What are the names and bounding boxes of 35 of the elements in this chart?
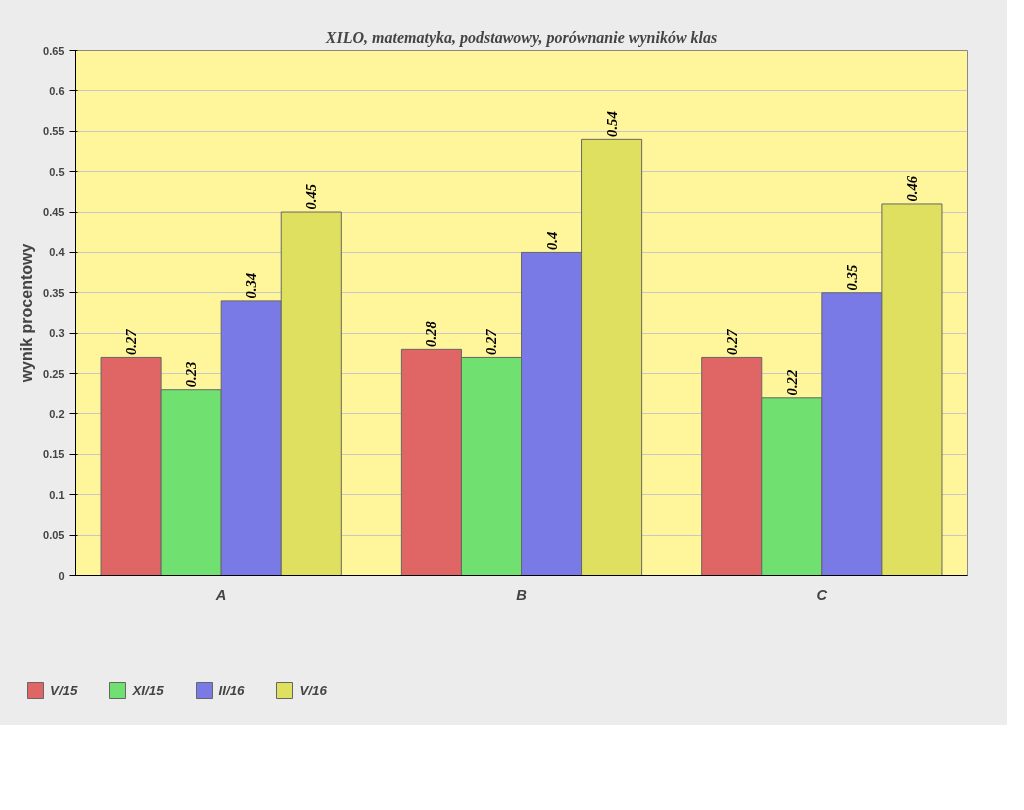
y-tick-label: 0.6 [49, 84, 65, 97]
y-tick-label: 0.2 [49, 407, 65, 420]
data-label: 0.54 [603, 111, 620, 137]
y-tick-label: 0.4 [49, 246, 66, 259]
data-label: 0.46 [903, 175, 920, 202]
data-label: 0.27 [123, 328, 140, 355]
y-tick-label: 0.25 [43, 367, 65, 380]
y-tick-label: 0.45 [43, 206, 65, 219]
data-label: 0.22 [783, 369, 800, 396]
legend-label: XI/15 [132, 682, 164, 698]
x-tick-label: A [214, 586, 227, 603]
y-tick-label: 0.1 [49, 488, 65, 501]
y-axis-title: wynik procentowy [18, 243, 36, 384]
data-label: 0.28 [423, 320, 440, 347]
legend-label: V/15 [50, 682, 78, 698]
y-tick-label: 0.5 [49, 165, 65, 178]
data-label: 0.27 [483, 328, 500, 355]
data-label: 0.23 [183, 361, 200, 388]
data-label: 0.27 [723, 328, 740, 355]
legend-label: II/16 [218, 682, 245, 698]
y-tick-label: 0.55 [43, 125, 65, 138]
y-tick-label: 0.15 [43, 448, 65, 461]
x-tick-label: B [516, 586, 528, 603]
y-tick-label: 0.3 [49, 327, 65, 340]
y-tick-label: 0 [58, 569, 65, 582]
y-tick-label: 0.65 [43, 44, 65, 57]
data-label: 0.35 [843, 264, 860, 291]
chart-title: XILO, matematyka, podstawowy, porównanie wyników klas [324, 28, 718, 47]
x-tick-label: C [816, 586, 828, 603]
data-label: 0.34 [243, 272, 260, 299]
data-label: 0.4 [543, 231, 560, 250]
data-label: 0.45 [303, 183, 320, 210]
y-tick-label: 0.35 [43, 286, 65, 299]
y-tick-label: 0.05 [43, 529, 65, 542]
legend-label: V/16 [299, 682, 327, 698]
